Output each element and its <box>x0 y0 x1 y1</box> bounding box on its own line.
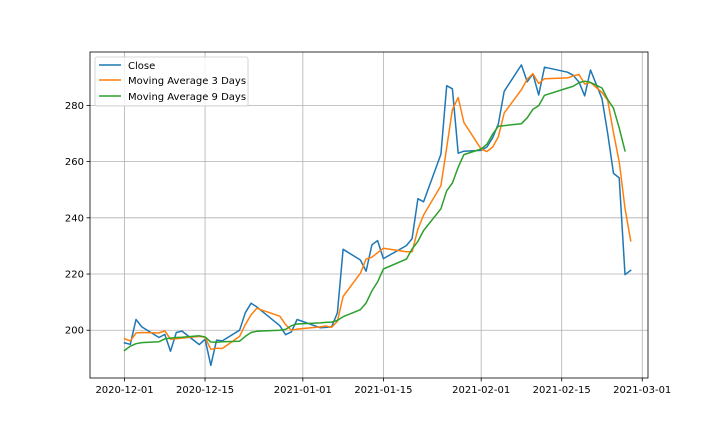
legend-label-close: Close <box>128 61 155 72</box>
y-tick-label: 280 <box>65 101 84 112</box>
x-tick-label: 2021-01-15 <box>354 385 412 396</box>
x-tick-label: 2020-12-15 <box>176 385 234 396</box>
axis-ticks: 2020-12-01 2020-12-15 2021-01-01 2021-01-15… <box>65 101 671 396</box>
legend: Close Moving Average 3 Days Moving Avera… <box>94 56 249 107</box>
y-tick-label: 220 <box>65 270 84 281</box>
y-tick-label: 240 <box>65 213 84 224</box>
series-line-ma9 <box>123 80 626 352</box>
series-lines <box>123 64 632 367</box>
y-tick-label: 200 <box>65 326 84 337</box>
grid <box>90 52 648 378</box>
series-line-ma3 <box>123 72 632 351</box>
legend-label-ma9: Moving Average 9 Days <box>128 92 246 103</box>
x-tick-label: 2021-02-01 <box>452 385 510 396</box>
x-tick-label: 2020-12-01 <box>95 385 153 396</box>
x-tick-label: 2021-02-15 <box>533 385 591 396</box>
legend-box <box>94 56 249 107</box>
x-tick-label: 2021-03-01 <box>613 385 671 396</box>
x-tick-label: 2021-01-01 <box>274 385 332 396</box>
y-tick-label: 260 <box>65 157 84 168</box>
legend-label-ma3: Moving Average 3 Days <box>128 76 246 87</box>
plot-frame <box>89 51 649 379</box>
